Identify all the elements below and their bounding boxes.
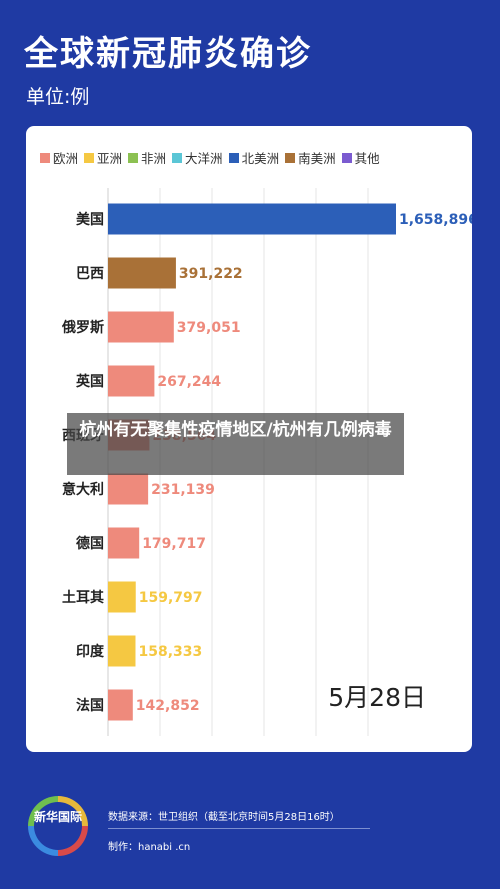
value-label: 231,139 [151,482,215,498]
category-label: 巴西 [76,266,104,282]
value-label: 267,244 [157,374,221,390]
bar [108,689,133,721]
value-label: 158,333 [138,644,202,660]
legend-label: 非洲 [141,151,167,166]
legend-item: 大洋洲 [172,148,223,167]
legend-item: 北美洲 [228,148,280,167]
legend-label: 其他 [354,151,380,166]
bar [108,581,136,613]
legend-label: 大洋洲 [185,151,223,166]
date-label: 5月28日 [328,683,426,712]
value-label: 391,222 [179,266,243,282]
legend-swatch [40,152,50,163]
value-label: 179,717 [142,536,206,552]
logo-text: 新华国际 [34,802,82,850]
legend-swatch [128,152,139,163]
bar [108,473,149,505]
data-source: 数据来源：世卫组织（截至北京时间5月28日16时） [108,812,340,823]
legend-item: 其他 [341,148,380,167]
legend-swatch [172,152,183,163]
category-label: 德国 [76,535,104,552]
legend-item: 欧洲 [40,148,78,167]
legend-swatch [84,152,95,163]
xinhua-logo: 新华国际 [28,796,88,856]
category-label: 土耳其 [62,589,104,606]
category-label: 意大利 [62,481,104,498]
value-label: 142,852 [136,698,200,714]
bar-chart: 美国1,658,896巴西391,222俄罗斯379,051英国267,244西… [61,188,472,736]
legend-label: 南美洲 [298,151,336,166]
value-label: 379,051 [177,320,241,336]
legend-swatch [285,152,296,163]
category-label: 美国 [76,211,104,228]
category-label: 俄罗斯 [61,319,104,336]
legend-item: 非洲 [128,148,166,167]
bar [108,635,136,667]
legend-swatch [228,152,239,163]
page-title: 全球新冠肺炎确诊 [24,34,312,74]
overlay-banner: 杭州有无聚集性疫情地区/杭州有几例病毒 [67,413,404,475]
bar [108,527,140,559]
category-label: 印度 [76,643,105,660]
legend-item: 南美洲 [285,148,336,167]
footer-divider [108,828,370,829]
legend-label: 亚洲 [97,151,123,166]
unit-label: 单位:例 [26,86,90,108]
legend: 欧洲 亚洲 非洲 大洋洲 北美洲 南美洲 其他 [40,148,464,167]
bar [108,365,155,397]
legend-label: 北美洲 [241,151,280,166]
bar [108,311,174,343]
bar [108,257,176,289]
value-label: 159,797 [139,590,203,606]
category-label: 法国 [76,697,104,714]
category-label: 英国 [75,373,104,390]
maker-credit: 制作：hanabi .cn [108,842,191,853]
legend-swatch [341,152,352,163]
bar [108,203,396,235]
legend-label: 欧洲 [53,151,79,166]
value-label: 1,658,896 [399,212,472,228]
legend-item: 亚洲 [84,148,122,167]
